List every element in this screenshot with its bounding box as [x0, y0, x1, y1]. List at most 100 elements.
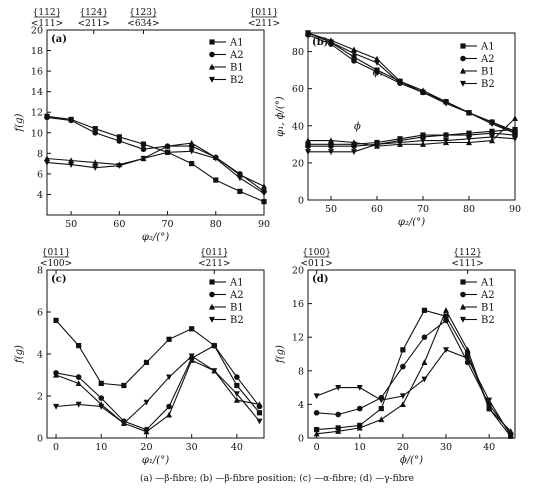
x-axis-label: φ₁/(°) [142, 455, 169, 466]
data-point-B1 [68, 157, 75, 164]
data-point-B2 [92, 165, 99, 171]
legend-label-B1: B1 [230, 63, 244, 74]
curve-annotation: φ₁ [372, 68, 383, 79]
x-tick-label: 90 [258, 219, 270, 230]
legend-marker-A2 [460, 55, 466, 62]
series-line-B2 [308, 136, 516, 153]
data-point-B2 [443, 347, 449, 353]
data-point-A2 [234, 374, 240, 380]
data-point-A2 [313, 410, 320, 416]
data-point-B2 [188, 148, 195, 155]
series-line-B2 [307, 32, 516, 134]
y-tick-label: 18 [31, 46, 43, 57]
figure-caption: (a) —β-fibre; (b) —β-fibre position; (c)… [140, 474, 414, 484]
data-point-A1 [143, 359, 150, 365]
y-tick-label: 80 [292, 47, 304, 58]
top-tick-plane: {011} [42, 248, 71, 258]
series-line-A1 [316, 309, 512, 437]
series-line-B2 [55, 355, 260, 425]
data-point-B1 [166, 411, 173, 418]
data-point-B2 [489, 134, 495, 141]
data-point-B2 [374, 141, 380, 148]
series-line-B1 [316, 309, 512, 435]
x-tick-label: 40 [483, 442, 495, 453]
top-tick-direction: <211> [198, 259, 230, 269]
series-line-B1 [55, 359, 260, 433]
y-tick-label: 8 [37, 266, 43, 277]
data-point-A1 [443, 313, 449, 319]
data-point-B2 [464, 355, 471, 362]
data-point-B1 [92, 159, 99, 166]
top-tick-plane: {123} [129, 8, 158, 18]
y-tick-label: 14 [31, 87, 43, 98]
data-point-B1 [351, 139, 357, 146]
data-point-B2 [261, 190, 267, 197]
data-point-A1 [335, 425, 341, 431]
data-point-B2 [328, 149, 334, 155]
y-axis-label: f(g) [14, 345, 25, 364]
y-tick-label: 0 [298, 434, 304, 445]
data-point-B1 [233, 397, 240, 403]
legend-label-A2: A2 [229, 290, 244, 301]
data-point-B2 [75, 401, 82, 408]
data-point-B2 [53, 403, 60, 410]
data-point-B1 [143, 428, 150, 435]
legend-marker-B1 [460, 303, 466, 310]
top-tick-plane: {124} [79, 8, 108, 18]
data-point-B2 [420, 89, 426, 96]
data-point-A1 [213, 177, 219, 183]
curve-annotation: ϕ [354, 121, 361, 132]
legend-label-A2: A2 [229, 50, 244, 61]
panel-2: 50 60 70 80 90 0 20 40 60 80 φ₂/(°) φ₁, ϕ/(°) (b) φ₁ ϕ… [275, 29, 521, 228]
x-tick-label: 20 [140, 442, 152, 453]
data-point-B2 [399, 393, 406, 400]
data-point-B1 [44, 155, 50, 162]
data-point-B1 [164, 142, 171, 149]
y-tick-label: 12 [31, 108, 43, 119]
data-point-B2 [44, 159, 50, 166]
legend-label-A1: A1 [229, 278, 244, 289]
data-point-A2 [400, 363, 406, 370]
top-tick-direction: <634> [127, 19, 159, 29]
data-point-B2 [256, 418, 263, 425]
top-tick-direction: <211> [248, 19, 280, 29]
data-point-B1 [53, 371, 60, 378]
data-point-B1 [378, 416, 385, 423]
top-tick-plane: {100} [302, 248, 331, 258]
data-point-B1 [399, 401, 406, 407]
data-point-A2 [305, 143, 311, 149]
data-point-A2 [98, 395, 105, 401]
data-point-B2 [233, 391, 240, 398]
legend-marker-B1 [209, 63, 215, 70]
series-line-A2 [308, 132, 516, 147]
data-point-A1 [116, 134, 122, 140]
top-tick-direction: <211> [78, 19, 110, 29]
data-point-B1 [356, 424, 363, 431]
data-point-B1 [464, 346, 471, 353]
top-tick-direction: <100> [40, 259, 72, 269]
series-line-A1 [46, 115, 265, 203]
data-point-A2 [328, 143, 334, 149]
legend-marker-B2 [460, 80, 466, 87]
data-point-B2 [116, 163, 123, 169]
y-tick-label: 4 [37, 190, 43, 201]
data-point-B2 [305, 30, 311, 37]
x-axis-label: φ₂/(°) [142, 232, 169, 243]
x-tick-label: 90 [509, 204, 521, 215]
y-axis-label: f(g) [14, 113, 25, 132]
top-tick-direction: <011> [300, 259, 332, 269]
data-point-B2 [143, 399, 150, 406]
data-point-A1 [400, 347, 406, 353]
x-tick-label: 80 [463, 204, 475, 215]
legend-marker-A1 [460, 43, 466, 49]
data-point-B1 [261, 183, 267, 189]
legend-label-B1: B1 [230, 303, 244, 314]
data-point-A1 [351, 54, 357, 60]
data-point-B2 [378, 397, 385, 404]
data-point-A1 [189, 326, 195, 332]
x-tick-label: 60 [113, 219, 125, 230]
x-tick-label: 70 [162, 219, 174, 230]
y-tick-label: 16 [292, 299, 304, 310]
legend-marker-A2 [209, 51, 215, 58]
data-point-A1 [76, 343, 82, 349]
